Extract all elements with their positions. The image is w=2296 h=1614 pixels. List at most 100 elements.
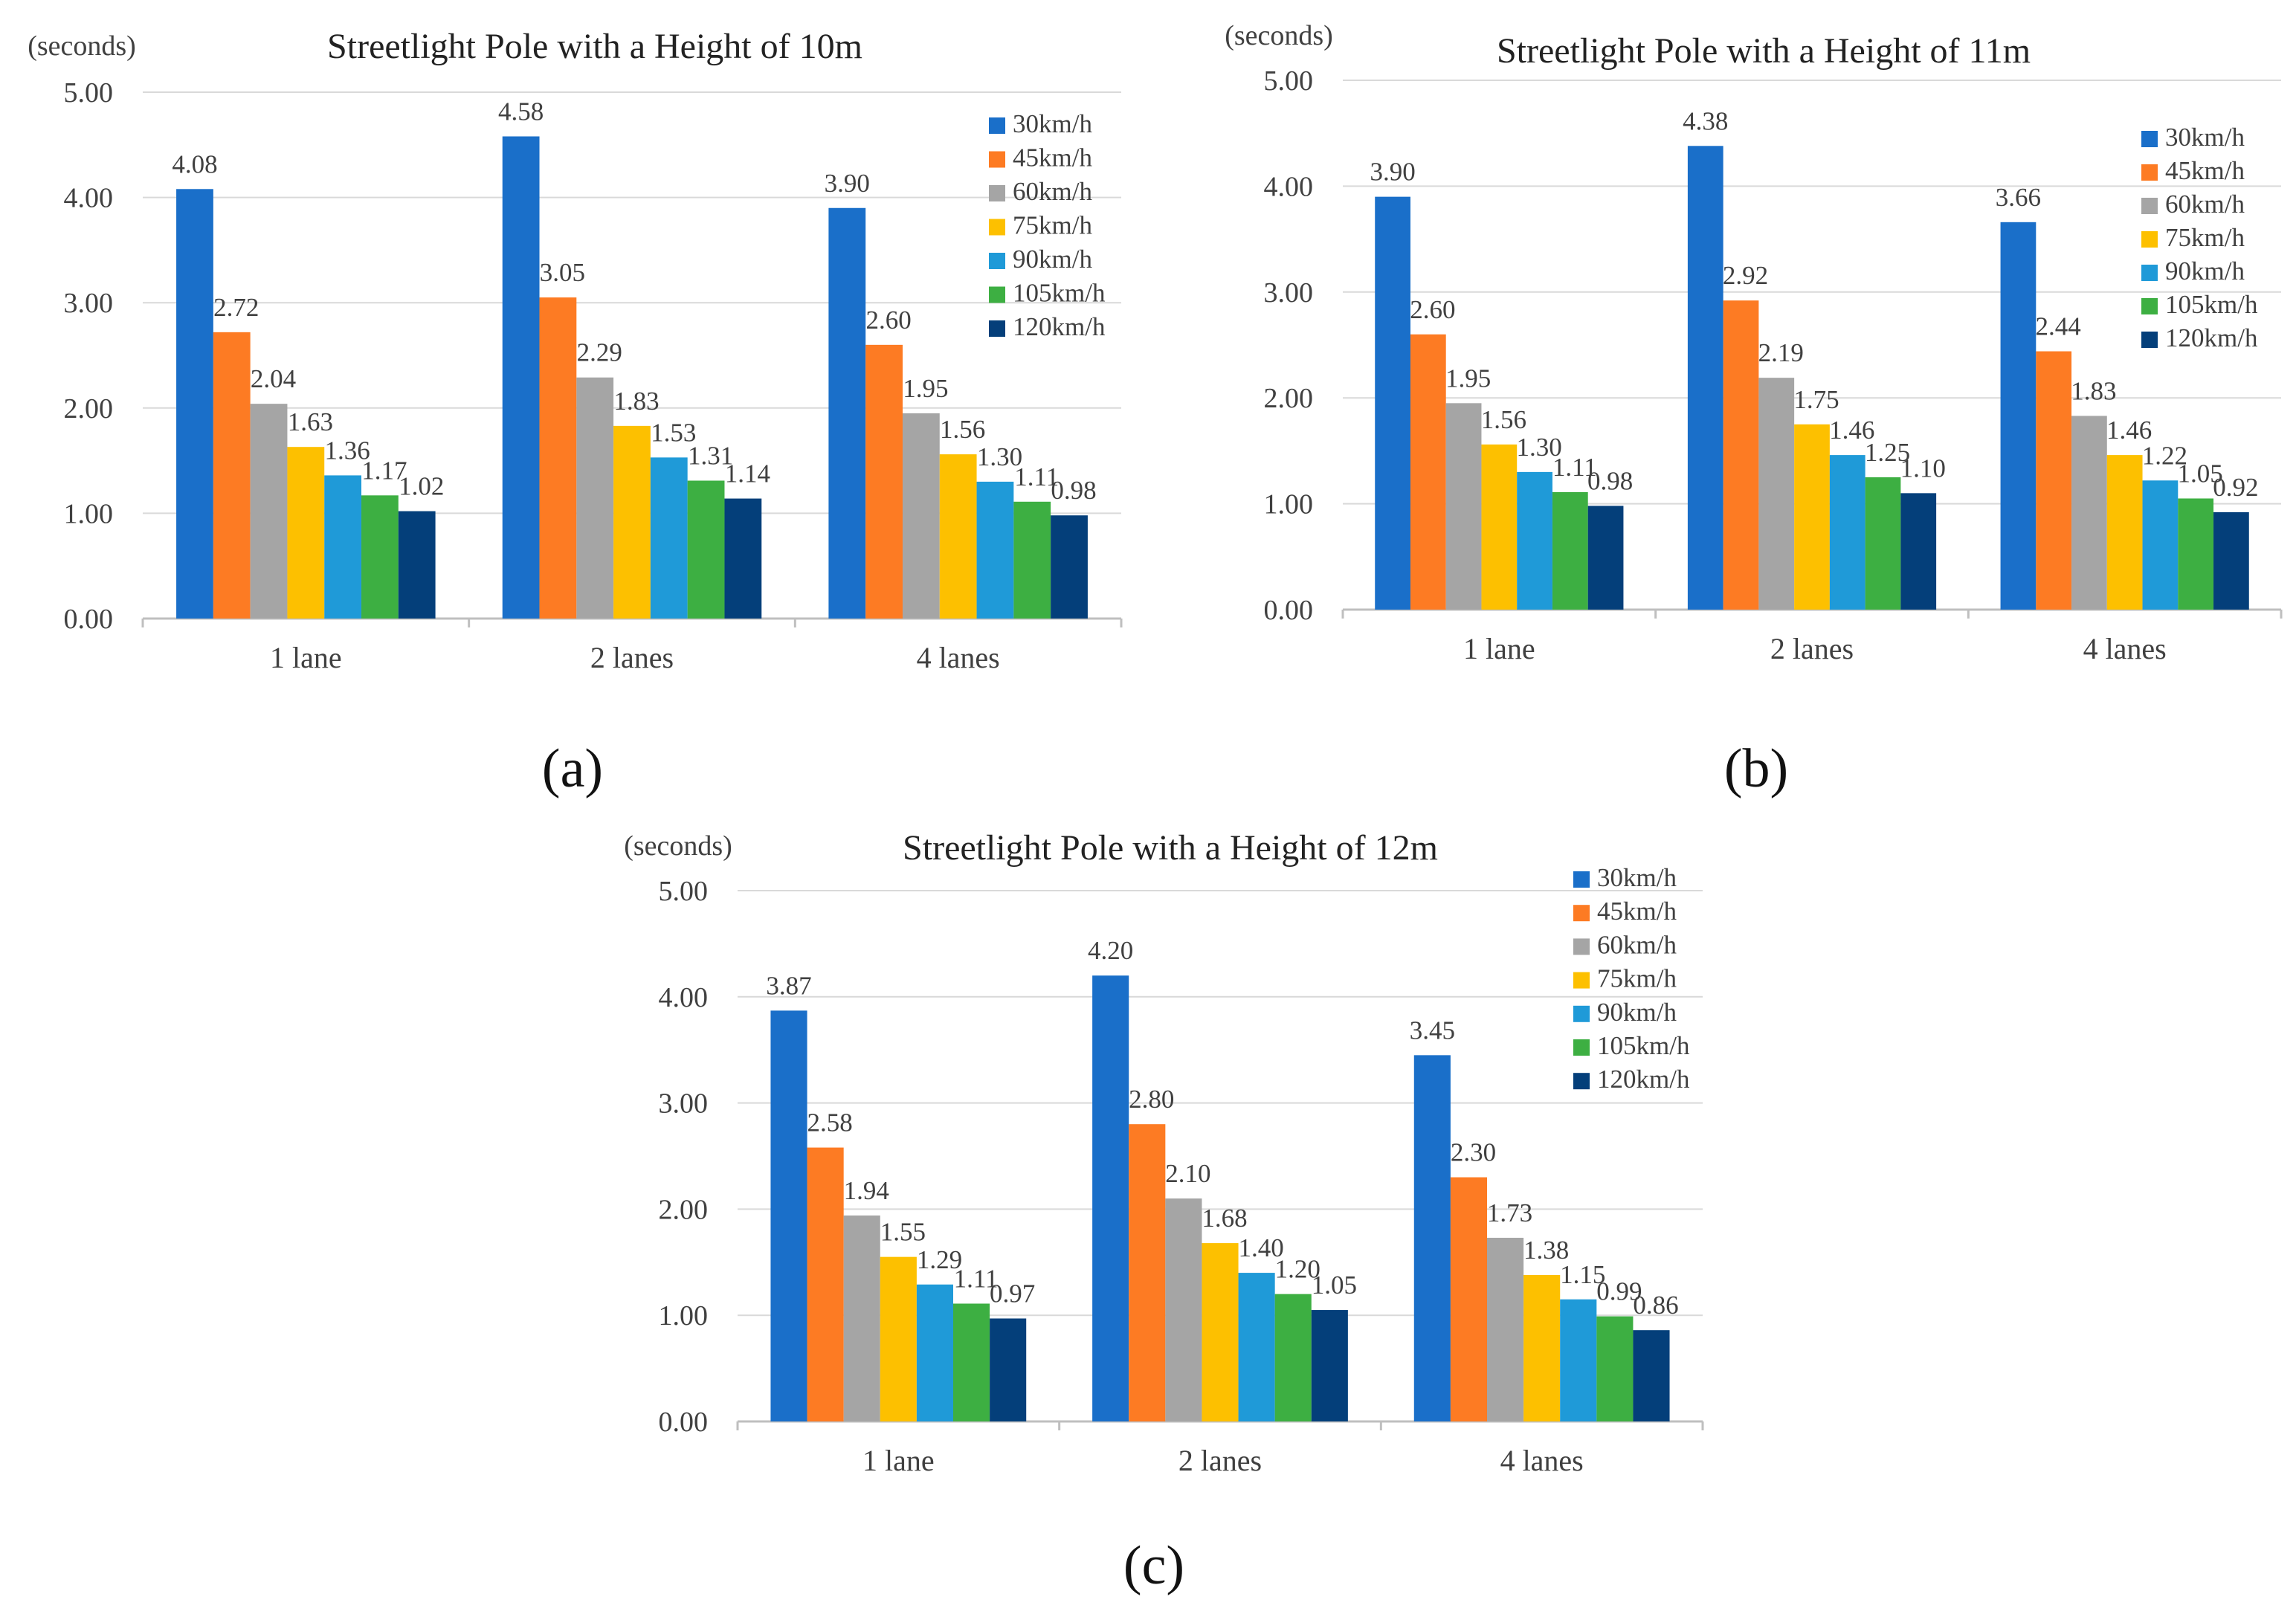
y-axis-unit-label: (seconds) — [1225, 20, 1333, 51]
bar-b-45km-h-1 — [1723, 300, 1759, 610]
bar-c-60km-h-1 — [1165, 1198, 1202, 1421]
data-label: 2.92 — [1723, 261, 1768, 290]
bar-c-105km-h-1 — [1274, 1294, 1312, 1421]
legend-label: 90km/h — [1597, 998, 1677, 1027]
y-tick-label: 3.00 — [64, 288, 114, 319]
data-label: 1.31 — [688, 442, 733, 471]
data-label: 1.11 — [954, 1264, 999, 1293]
panel-label: (a) — [542, 738, 603, 799]
data-label: 1.53 — [651, 418, 696, 447]
data-label: 0.98 — [1051, 476, 1096, 505]
bar-b-75km-h-1 — [1794, 424, 1830, 610]
bar-a-45km-h-0 — [213, 332, 251, 619]
data-label: 3.90 — [1370, 158, 1415, 187]
bar-a-105km-h-0 — [361, 495, 399, 619]
data-label: 2.60 — [865, 306, 911, 335]
chart-title: Streetlight Pole with a Height of 12m — [903, 828, 1438, 868]
bar-a-30km-h-1 — [502, 136, 540, 619]
data-label: 2.80 — [1129, 1085, 1174, 1114]
y-tick-label: 4.00 — [1264, 171, 1314, 202]
data-label: 1.02 — [399, 472, 444, 501]
bar-c-60km-h-0 — [843, 1215, 880, 1421]
data-label: 3.05 — [540, 258, 585, 287]
data-label: 1.17 — [361, 456, 407, 485]
data-label: 1.11 — [1552, 453, 1597, 482]
bar-a-105km-h-1 — [687, 480, 725, 619]
x-tick-label: 2 lanes — [1178, 1444, 1262, 1477]
legend-label: 105km/h — [2165, 290, 2258, 319]
bar-b-105km-h-2 — [2178, 498, 2214, 610]
bar-c-30km-h-1 — [1092, 975, 1129, 1421]
data-label: 3.87 — [766, 971, 811, 1000]
data-label: 1.46 — [1829, 416, 1874, 445]
data-label: 3.66 — [1996, 183, 2041, 212]
data-label: 1.56 — [1481, 405, 1526, 434]
bar-b-60km-h-2 — [2071, 416, 2107, 610]
bar-b-90km-h-1 — [1829, 455, 1866, 610]
bar-b-120km-h-1 — [1900, 493, 1937, 610]
data-label: 1.29 — [917, 1245, 962, 1274]
data-label: 1.36 — [324, 436, 370, 465]
data-label: 1.63 — [288, 407, 333, 436]
chart-panel-c: 0.00 1.00 2.00 3.00 4.00 5.00 1 lane 2 lanes 4 l… — [624, 828, 1704, 1596]
y-tick-label: 0.00 — [1264, 595, 1314, 626]
data-label: 1.73 — [1487, 1198, 1532, 1227]
legend-label: 75km/h — [2165, 223, 2245, 252]
bar-c-45km-h-1 — [1129, 1124, 1166, 1421]
legend-swatch — [1573, 972, 1590, 989]
data-label: 1.83 — [2071, 376, 2116, 405]
legend-label: 45km/h — [1013, 143, 1092, 172]
data-label: 4.38 — [1683, 106, 1728, 135]
data-label: 1.05 — [2178, 459, 2223, 488]
legend-label: 120km/h — [2165, 323, 2258, 352]
data-label: 2.30 — [1451, 1138, 1496, 1167]
bar-c-105km-h-0 — [952, 1303, 990, 1421]
data-label: 1.75 — [1793, 385, 1839, 414]
y-tick-label: 3.00 — [659, 1088, 709, 1120]
panel-label: (b) — [1724, 738, 1788, 799]
legend-swatch — [989, 320, 1005, 337]
data-label: 0.86 — [1633, 1291, 1678, 1320]
x-tick-label: 1 lane — [270, 641, 342, 674]
y-tick-label: 3.00 — [1264, 277, 1314, 309]
y-axis-unit-label: (seconds) — [28, 30, 136, 62]
legend-label: 60km/h — [1013, 177, 1092, 206]
legend-swatch — [2141, 332, 2158, 348]
bar-c-90km-h-0 — [916, 1284, 953, 1421]
data-label: 0.99 — [1596, 1277, 1642, 1306]
bar-c-75km-h-1 — [1202, 1243, 1239, 1421]
legend-label: 45km/h — [1597, 897, 1677, 926]
data-label: 0.97 — [990, 1279, 1035, 1308]
legend-swatch — [1573, 1039, 1590, 1056]
bar-a-30km-h-2 — [828, 207, 866, 619]
legend-swatch — [2141, 131, 2158, 147]
bar-a-90km-h-1 — [650, 457, 688, 619]
y-tick-label: 1.00 — [64, 498, 114, 529]
data-label: 3.90 — [825, 169, 870, 198]
bar-b-105km-h-1 — [1865, 477, 1901, 610]
legend-label: 75km/h — [1013, 211, 1092, 240]
data-label: 4.08 — [172, 149, 217, 178]
bar-c-120km-h-0 — [990, 1318, 1027, 1421]
legend-label: 90km/h — [2165, 256, 2245, 285]
legend-swatch — [989, 286, 1005, 303]
x-tick-label: 1 lane — [862, 1444, 935, 1477]
y-tick-label: 0.00 — [659, 1407, 709, 1438]
bar-c-90km-h-1 — [1238, 1273, 1275, 1421]
bar-b-120km-h-0 — [1587, 506, 1624, 610]
y-tick-label: 4.00 — [659, 982, 709, 1013]
legend-swatch — [1573, 1073, 1590, 1090]
bar-a-120km-h-1 — [724, 498, 762, 619]
y-tick-label: 5.00 — [659, 876, 709, 907]
legend-swatch — [1573, 1005, 1590, 1022]
data-label: 1.15 — [1560, 1260, 1605, 1289]
legend-swatch — [2141, 265, 2158, 281]
bar-a-90km-h-2 — [976, 481, 1014, 619]
data-label: 4.58 — [498, 97, 544, 126]
bar-b-120km-h-2 — [2213, 511, 2249, 610]
bar-a-75km-h-0 — [287, 447, 325, 619]
data-label: 1.30 — [1516, 433, 1561, 462]
data-label: 2.29 — [577, 338, 622, 367]
bar-b-75km-h-0 — [1481, 444, 1518, 610]
y-tick-label: 1.00 — [1264, 489, 1314, 520]
